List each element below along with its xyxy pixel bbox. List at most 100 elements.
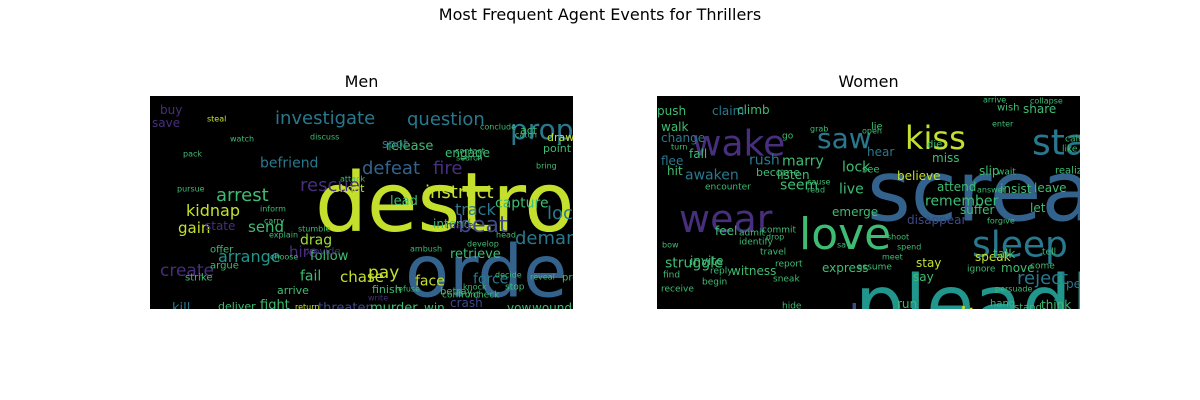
- word-win: win: [424, 301, 445, 309]
- word-leave: leave: [1034, 181, 1067, 195]
- word-commit: commit: [762, 226, 796, 236]
- word-track: track: [455, 200, 496, 219]
- word-retrieve: retrieve: [450, 247, 501, 262]
- word-walk: walk: [661, 120, 689, 134]
- word-chase: chase: [340, 268, 384, 286]
- word-confront: confront: [442, 291, 480, 301]
- word-wear: wear: [679, 197, 773, 241]
- word-wish: wish: [997, 102, 1020, 113]
- word-scream: scream: [867, 142, 1080, 240]
- word-bow: bow: [662, 241, 679, 250]
- word-collapse: collapse: [1030, 97, 1063, 106]
- word-watch: watch: [230, 135, 254, 144]
- word-arrange: arrange: [218, 247, 281, 266]
- word-betray: betray: [440, 286, 473, 297]
- wordcloud-background: [657, 96, 1080, 309]
- word-remember: remember: [925, 194, 998, 210]
- word-claim: claim: [712, 104, 744, 118]
- word-create: create: [160, 261, 214, 281]
- word-question: question: [407, 109, 485, 130]
- word-hit: hit: [667, 164, 683, 178]
- word-conclude: conclude: [480, 123, 516, 132]
- word-offer: offer: [210, 244, 234, 255]
- word-spend: spend: [897, 243, 921, 252]
- word-pack: pack: [183, 150, 202, 159]
- word-reject: reject: [1017, 268, 1068, 289]
- word-lead: lead: [390, 194, 418, 209]
- word-fail: fail: [300, 269, 321, 285]
- word-head: head: [496, 231, 516, 240]
- word-let: let: [1030, 201, 1046, 215]
- wordcloud-men: destroyordersucceed propose investigate que…: [150, 96, 573, 309]
- word-carry: carry: [264, 217, 285, 226]
- word-perform-accept: perform accept: [1066, 277, 1080, 291]
- word-crash: crash: [450, 296, 483, 309]
- word-catch: catch: [515, 131, 537, 140]
- word-meet: meet: [882, 253, 903, 262]
- word-shoot: shoot: [887, 233, 909, 242]
- word-finish: finish: [372, 283, 402, 296]
- word-see: see: [862, 164, 880, 175]
- word-explain: explain: [269, 231, 298, 240]
- word-read: read: [807, 186, 825, 195]
- word-emerge: emerge: [832, 205, 878, 219]
- word-follow: follow: [310, 249, 349, 264]
- word-stab: stab: [1032, 123, 1080, 164]
- word-find: find: [663, 271, 680, 281]
- word-defeat: defeat: [362, 158, 420, 179]
- word-steal: steal: [207, 115, 226, 124]
- word-engage: engage: [445, 146, 490, 160]
- word-vow: vow: [507, 301, 531, 309]
- word-think: think: [1041, 298, 1071, 309]
- word-wait: wait: [997, 168, 1016, 178]
- word-believe: believe: [897, 169, 941, 183]
- word-lie: lie: [871, 121, 883, 132]
- word-witness: witness: [731, 264, 776, 278]
- word-open: open: [862, 127, 882, 136]
- word-deliver: deliver: [218, 300, 256, 309]
- word-save: save: [152, 116, 180, 130]
- word-grab: grab: [810, 125, 828, 134]
- word-strike: strike: [185, 272, 213, 283]
- word-struggle: struggle: [665, 256, 723, 272]
- word-disappear: disappear: [907, 213, 967, 227]
- word-lock: lock: [842, 160, 871, 176]
- word-slip: slip: [979, 164, 1000, 178]
- word-locate: locate: [547, 203, 573, 224]
- word-move: move: [1001, 261, 1035, 275]
- word-wound: wound: [532, 301, 572, 309]
- word-insist: insist: [1000, 182, 1032, 196]
- word-wake: wake: [692, 124, 785, 165]
- word-contact: contact: [455, 147, 485, 156]
- word-enter: enter: [992, 120, 1014, 129]
- word-drag: drag: [300, 233, 332, 249]
- word-stand: stand: [1014, 302, 1042, 309]
- word-talk: talk: [993, 247, 1015, 261]
- word-face: face: [415, 274, 445, 290]
- word-answer: answer: [977, 186, 1007, 195]
- word-hide: hide: [782, 302, 802, 309]
- word-decide: decide: [495, 271, 522, 280]
- word-demand: demand: [515, 228, 573, 249]
- word-express: express: [822, 261, 868, 275]
- word-flee: flee: [661, 154, 683, 168]
- word-become: become: [756, 166, 800, 179]
- wordcloud-background: [150, 96, 573, 309]
- word-instruct: instruct: [425, 182, 494, 203]
- word-suffer: suffer: [960, 203, 995, 217]
- word-search: search: [456, 154, 483, 163]
- word-propose: propose: [510, 113, 573, 146]
- word-threaten: threaten: [318, 301, 374, 309]
- word-live: live: [839, 182, 864, 198]
- panel-title-women: Women: [838, 72, 899, 91]
- word-arrive: arrive: [983, 96, 1006, 105]
- word-sit: sit: [945, 301, 978, 309]
- word-sleep: sleep: [972, 225, 1068, 266]
- word-provide: provide: [303, 246, 341, 257]
- word-rush: rush: [749, 153, 780, 169]
- word-succeed: succeed: [308, 286, 573, 309]
- word-write: write: [368, 294, 388, 303]
- word-reveal: reveal: [530, 273, 555, 282]
- word-force: force: [473, 272, 508, 288]
- word-forgive: forgive: [987, 217, 1015, 226]
